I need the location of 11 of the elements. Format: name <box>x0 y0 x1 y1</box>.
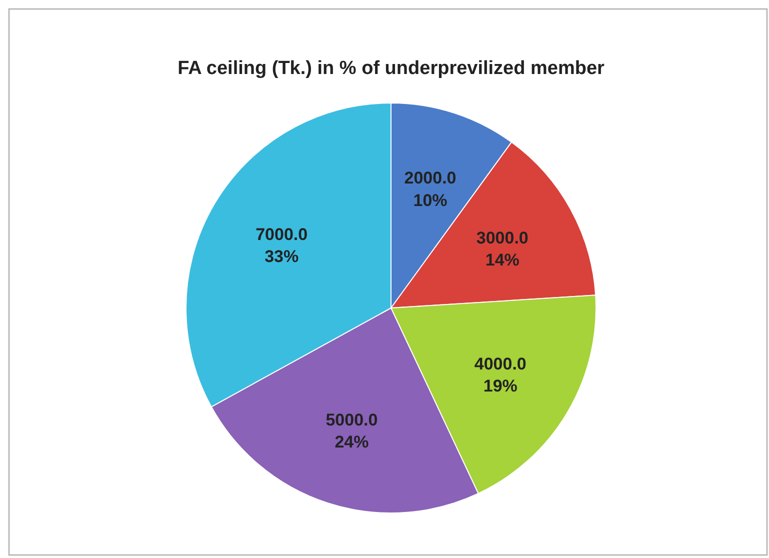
slice-label: 4000.0 <box>474 354 526 374</box>
slice-label: 7000.0 <box>256 224 308 244</box>
data-label: 14% <box>485 250 520 270</box>
chart-title: FA ceiling (Tk.) in % of underprevilized member <box>178 58 606 79</box>
data-label: 33% <box>264 247 299 266</box>
data-label: 19% <box>483 376 518 396</box>
slice-label: 2000.0 <box>404 168 456 188</box>
data-label: 24% <box>334 432 369 452</box>
slice-label: 5000.0 <box>326 410 378 430</box>
data-label: 10% <box>413 190 448 210</box>
slice-label: 3000.0 <box>476 228 528 248</box>
